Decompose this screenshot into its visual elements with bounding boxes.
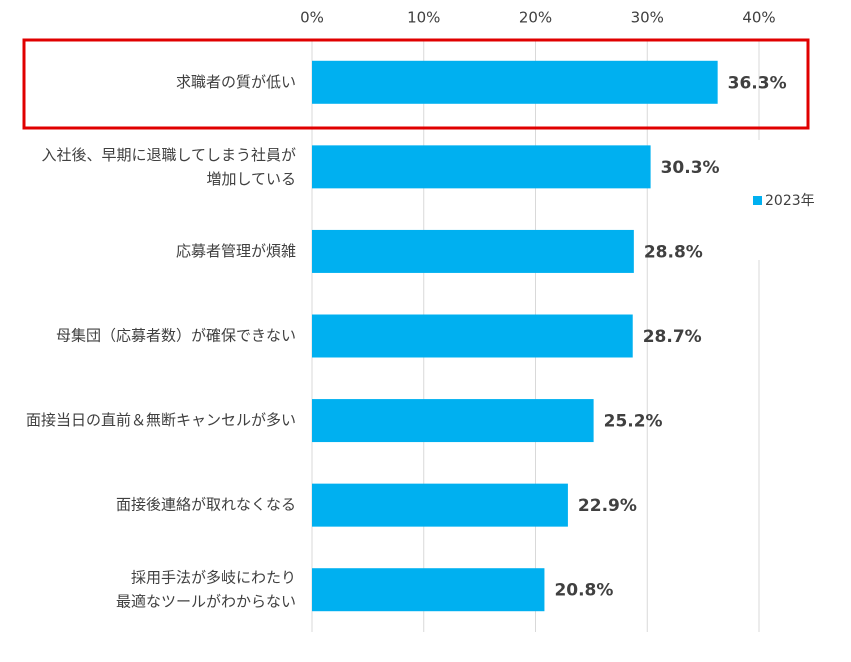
value-label: 28.8% xyxy=(644,242,703,262)
legend-swatch xyxy=(753,196,762,205)
legend-label: 2023年 xyxy=(765,193,815,209)
value-label: 36.3% xyxy=(728,73,787,93)
value-label: 28.7% xyxy=(643,327,702,347)
value-label: 25.2% xyxy=(604,412,663,432)
bar xyxy=(312,229,634,273)
value-label: 22.9% xyxy=(578,496,637,516)
category-label: 母集団（応募者数）が確保できない xyxy=(56,327,296,345)
value-label: 30.3% xyxy=(661,158,720,178)
x-tick-label: 40% xyxy=(742,9,775,27)
category-label: 面接後連絡が取れなくなる xyxy=(116,496,296,514)
x-tick-label: 10% xyxy=(407,9,440,27)
category-label: 求職者の質が低い xyxy=(176,73,296,91)
bar xyxy=(312,399,594,443)
highlight-box xyxy=(22,38,810,130)
category-label: 採用手法が多岐にわたり最適なツールがわからない xyxy=(116,568,296,610)
bar xyxy=(312,483,568,527)
x-tick-label: 20% xyxy=(519,9,552,27)
value-label: 20.8% xyxy=(554,581,613,601)
x-tick-label: 0% xyxy=(300,9,324,27)
bar xyxy=(312,145,651,189)
bar xyxy=(312,314,633,358)
category-label: 応募者管理が煩雑 xyxy=(176,242,296,260)
category-label: 面接当日の直前＆無断キャンセルが多い xyxy=(26,411,296,429)
bar xyxy=(312,60,718,104)
bar xyxy=(312,568,545,612)
category-label: 入社後、早期に退職してしまう社員が増加している xyxy=(41,145,296,187)
x-tick-label: 30% xyxy=(631,9,664,27)
